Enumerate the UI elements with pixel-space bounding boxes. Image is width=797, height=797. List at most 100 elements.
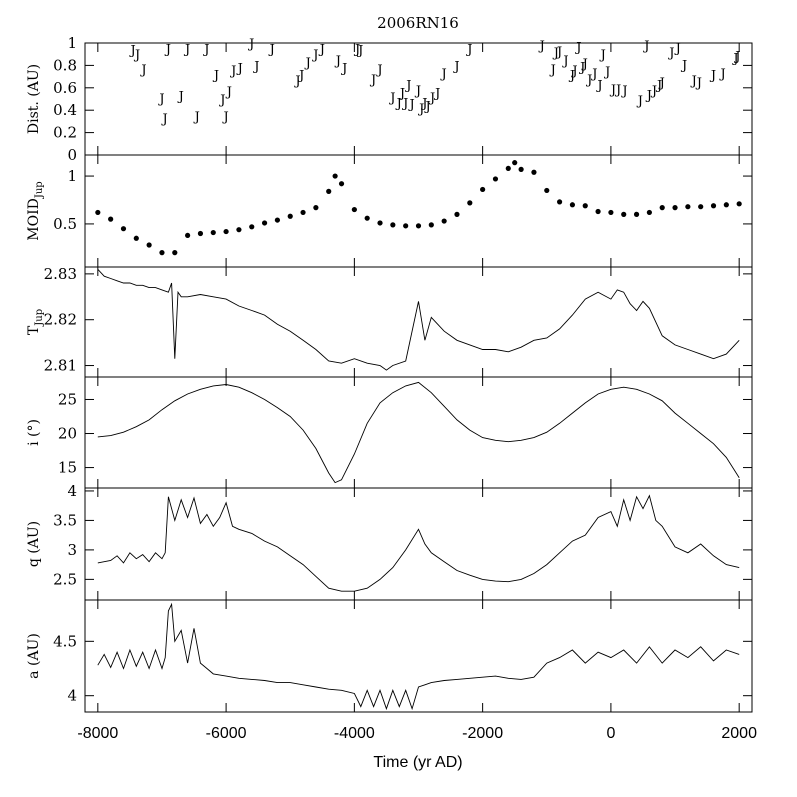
y-tick-label: 25	[58, 390, 77, 408]
moid-point	[544, 187, 550, 194]
moid-point	[441, 218, 447, 224]
y-tick-label: 2.81	[44, 357, 77, 375]
jupiter-encounter-marker: J	[561, 54, 568, 69]
moid-point	[582, 203, 588, 209]
panel-frame	[84, 376, 753, 489]
jupiter-encounter-marker: J	[218, 93, 225, 108]
y-axis-label-text: T	[26, 325, 42, 335]
jupiter-encounter-marker: J	[590, 67, 597, 82]
moid-point	[467, 200, 473, 206]
jupiter-encounter-marker: J	[183, 43, 190, 58]
jupiter-encounter-marker: J	[585, 73, 592, 88]
jupiter-encounter-marker: J	[555, 45, 562, 60]
jupiter-encounter-marker: J	[603, 65, 610, 80]
moid-point	[428, 222, 434, 228]
moid-point	[595, 208, 601, 215]
moid-point	[249, 224, 255, 230]
moid-point	[569, 202, 576, 208]
moid-point	[723, 202, 729, 208]
moid-point	[710, 203, 717, 209]
panel-incl: 15 20 25 i (°)	[26, 376, 753, 489]
jupiter-encounter-marker: J	[395, 96, 402, 111]
y-tick-label: 15	[58, 459, 77, 477]
y-tick-label: 0.5	[53, 215, 77, 233]
jupiter-encounter-marker: J	[420, 96, 427, 111]
jupiter-encounter-marker: J	[733, 49, 740, 64]
moid-point	[377, 220, 383, 226]
panel-frame	[84, 266, 753, 378]
moid-point	[274, 217, 281, 223]
moid-point	[454, 211, 460, 217]
x-tick-label: -2000	[462, 725, 503, 742]
y-tick-label: 3.5	[53, 511, 77, 529]
jupiter-encounter-marker: J	[340, 62, 347, 77]
moid-point	[236, 227, 242, 233]
moid-point	[556, 199, 563, 205]
jupiter-encounter-marker: J	[655, 78, 662, 93]
jupiter-encounter-marker: J	[424, 100, 431, 115]
moid-point	[608, 209, 614, 216]
jupiter-encounter-marker: J	[225, 85, 232, 100]
jupiter-encounter-marker: J	[356, 44, 363, 59]
moid-point	[512, 160, 518, 166]
y-axis-label: TJup	[26, 309, 45, 335]
x-tick-label: -6000	[206, 725, 247, 742]
jupiter-encounter-marker: J	[157, 92, 164, 107]
series-line-tjup	[97, 268, 740, 371]
y-axis-label-text: q (AU)	[26, 521, 42, 567]
jupiter-encounter-marker: J	[304, 56, 311, 71]
jupiter-encounter-marker: J	[428, 91, 435, 106]
jupiter-encounter-marker: J	[404, 78, 411, 93]
jupiter-encounter-marker: J	[719, 67, 726, 82]
moid-point	[223, 228, 229, 235]
moid-point	[364, 215, 370, 221]
y-tick-label: 0.6	[53, 79, 77, 97]
jupiter-encounter-marker: J	[229, 64, 236, 79]
chart-title: 2006RN16	[377, 14, 459, 32]
moid-point	[659, 205, 665, 211]
jupiter-encounter-marker: J	[731, 52, 738, 67]
moid-point	[133, 235, 139, 241]
y-axis-label-text: a (AU)	[26, 633, 42, 679]
y-axis-label: a (AU)	[26, 633, 42, 679]
jupiter-encounter-marker: J	[334, 54, 341, 69]
jupiter-encounter-marker: J	[578, 61, 585, 76]
y-axis-label-subscript: Jup	[34, 181, 45, 199]
jupiter-encounter-marker: J	[680, 58, 687, 73]
y-tick-label: 0	[67, 146, 77, 164]
y-axis-label: Dist. (AU)	[26, 64, 42, 134]
jupiter-encounter-marker: J	[388, 91, 395, 106]
jupiter-encounter-marker: J	[247, 37, 254, 52]
jupiter-encounter-marker: J	[221, 110, 228, 125]
jupiter-encounter-marker: J	[193, 110, 200, 125]
moid-point	[621, 211, 627, 217]
y-axis-label-text: Dist. (AU)	[26, 64, 42, 134]
panel-frame	[84, 599, 753, 713]
moid-point	[185, 232, 191, 239]
y-tick-label: 2.83	[44, 265, 77, 283]
y-tick-label: 3	[67, 541, 77, 559]
jupiter-encounter-marker: J	[599, 48, 606, 63]
y-tick-label: 4	[67, 687, 77, 705]
moid-point	[518, 166, 524, 172]
jupiter-encounter-marker: J	[552, 46, 559, 61]
panel-tjup: 2.81 2.82 2.83 TJup	[26, 265, 753, 378]
jupiter-encounter-marker: J	[465, 43, 472, 58]
jupiter-encounter-marker: J	[414, 84, 421, 99]
y-axis-label: i (°)	[26, 419, 42, 446]
jupiter-encounter-marker: J	[645, 89, 652, 104]
jupiter-encounter-marker: J	[658, 76, 665, 91]
jupiter-encounter-marker: J	[353, 43, 360, 58]
y-tick-label: 2.5	[53, 570, 77, 588]
jupiter-encounter-marker: J	[417, 102, 424, 117]
jupiter-encounter-marker: J	[614, 83, 621, 98]
jupiter-encounter-marker: J	[268, 43, 275, 58]
jupiter-encounter-marker: J	[164, 43, 171, 58]
jupiter-encounter-marker: J	[595, 78, 602, 93]
jupiter-encounter-marker: J	[620, 84, 627, 99]
panel-a: 4 4.5 a (AU)	[26, 599, 753, 713]
moid-point	[95, 209, 101, 216]
moid-point	[403, 223, 409, 229]
